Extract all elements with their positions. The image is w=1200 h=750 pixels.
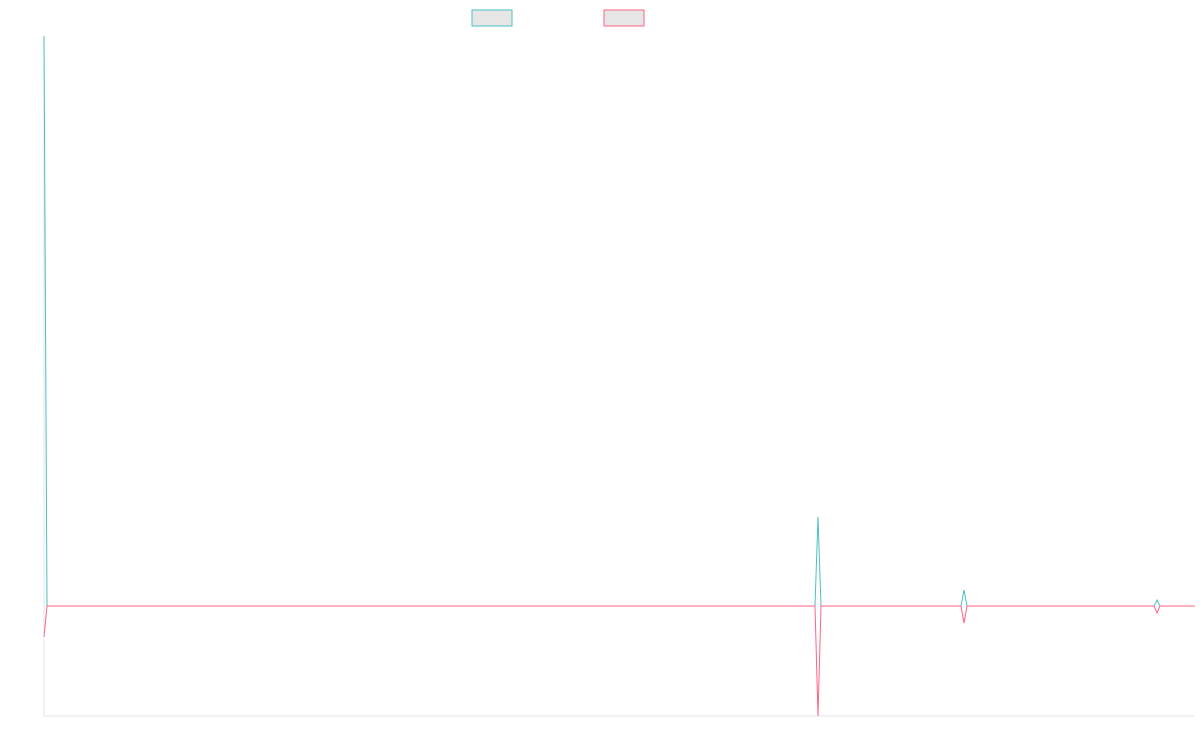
- legend: [471, 9, 645, 27]
- series-line: [43, 35, 1195, 607]
- legend-swatch: [603, 9, 645, 27]
- series-line: [43, 605, 1195, 717]
- plot-area: [43, 35, 1195, 717]
- legend-swatch: [471, 9, 513, 27]
